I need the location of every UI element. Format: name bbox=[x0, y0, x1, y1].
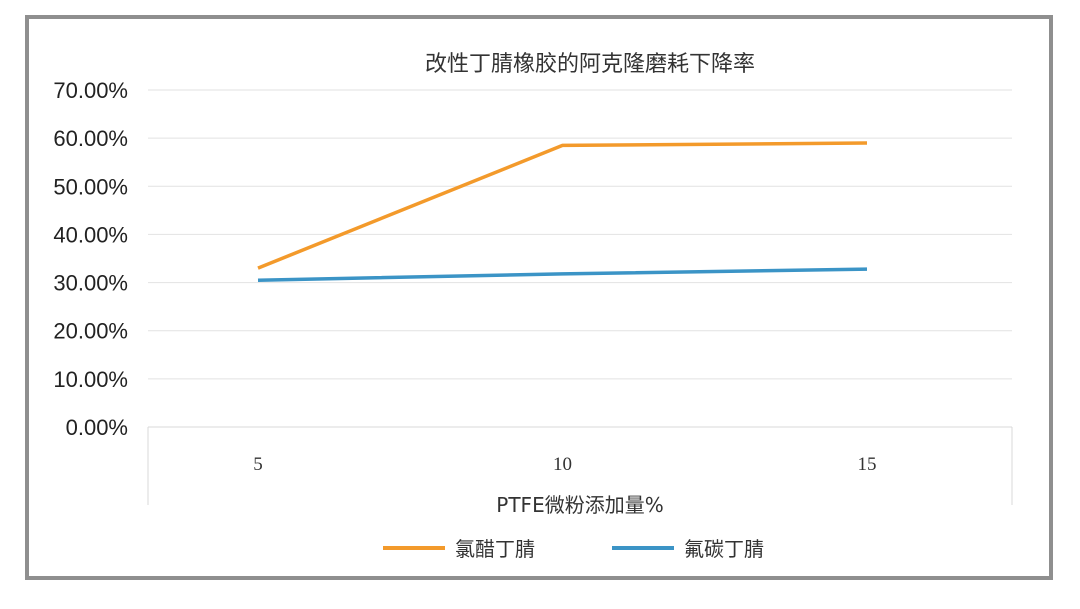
y-tick-label: 60.00% bbox=[53, 126, 128, 151]
legend-label: 氯醋丁腈 bbox=[455, 537, 535, 561]
y-tick-label: 0.00% bbox=[66, 415, 128, 440]
x-axis-title: PTFE微粉添加量% bbox=[496, 493, 663, 517]
series-line-1 bbox=[257, 141, 868, 270]
y-axis-tick-labels: 0.00% 10.00% 20.00% 30.00% 40.00% 50.00% 60.00… bbox=[53, 78, 128, 440]
x-tick-label: 5 bbox=[253, 454, 263, 475]
series-lines bbox=[257, 141, 868, 282]
chart-border bbox=[25, 15, 1053, 580]
y-tick-label: 30.00% bbox=[53, 271, 128, 296]
y-tick-label: 20.00% bbox=[53, 319, 128, 344]
chart-title: 改性丁腈橡胶的阿克隆磨耗下降率 bbox=[425, 52, 755, 77]
y-tick-label: 40.00% bbox=[53, 222, 128, 247]
y-tick-label: 50.00% bbox=[53, 174, 128, 199]
y-tick-label: 70.00% bbox=[53, 78, 128, 103]
x-tick-label: 10 bbox=[553, 454, 572, 475]
gridlines bbox=[147, 89, 1013, 505]
legend-label: 氟碳丁腈 bbox=[684, 537, 764, 561]
x-axis-tick-labels: 5 10 15 bbox=[253, 454, 876, 475]
legend: 氯醋丁腈 氟碳丁腈 bbox=[383, 537, 764, 561]
y-tick-label: 10.00% bbox=[53, 367, 128, 392]
series-line-2 bbox=[257, 267, 868, 282]
x-tick-label: 15 bbox=[858, 454, 877, 475]
